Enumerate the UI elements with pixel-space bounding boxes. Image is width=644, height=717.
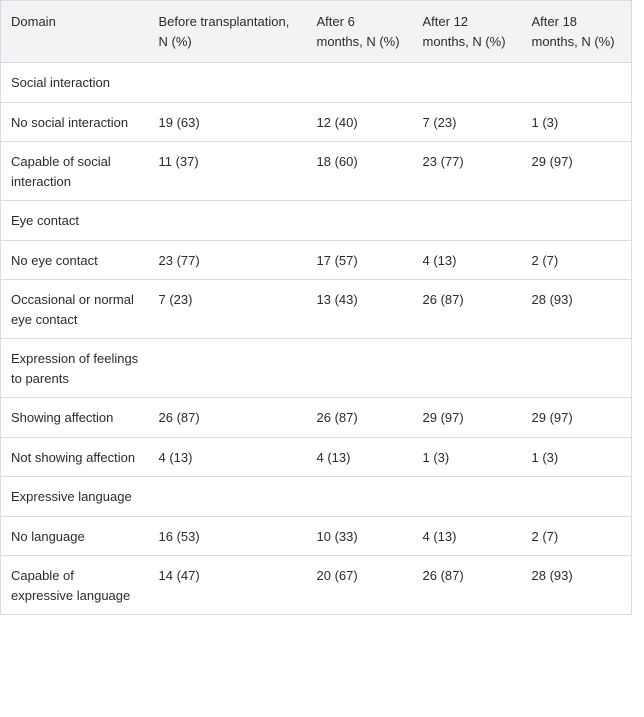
- table-body: Social interaction No social interaction…: [0, 62, 632, 615]
- header-domain: Domain: [0, 0, 149, 63]
- table-cell: Showing affection: [0, 397, 149, 438]
- table-cell: [306, 476, 413, 517]
- table-row: Showing affection 26 (87) 26 (87) 29 (97…: [0, 397, 632, 438]
- table-cell: [521, 476, 632, 517]
- table-row: Not showing affection 4 (13) 4 (13) 1 (3…: [0, 437, 632, 477]
- table-cell: Social interaction: [0, 62, 149, 103]
- header-before: Before transplantation, N (%): [148, 0, 307, 63]
- table-cell: 1 (3): [412, 437, 522, 477]
- table-cell: 23 (77): [412, 141, 522, 201]
- table-cell: No language: [0, 516, 149, 556]
- table-cell: 7 (23): [148, 279, 307, 339]
- table-cell: 29 (97): [412, 397, 522, 438]
- table-cell: [412, 62, 522, 103]
- section-row: Expression of feelings to parents: [0, 338, 632, 398]
- table-cell: [412, 476, 522, 517]
- table-cell: [306, 338, 413, 398]
- table-cell: 4 (13): [306, 437, 413, 477]
- table-row: No language 16 (53) 10 (33) 4 (13) 2 (7): [0, 516, 632, 556]
- header-6-months: After 6 months, N (%): [306, 0, 413, 63]
- section-row: Social interaction: [0, 62, 632, 103]
- table-cell: Capable of expressive language: [0, 555, 149, 615]
- table-cell: 4 (13): [148, 437, 307, 477]
- table-cell: Eye contact: [0, 200, 149, 241]
- outcomes-table: Domain Before transplantation, N (%) Aft…: [0, 0, 632, 615]
- table-cell: 29 (97): [521, 397, 632, 438]
- table-cell: 26 (87): [306, 397, 413, 438]
- table-cell: 26 (87): [412, 555, 522, 615]
- table-cell: 4 (13): [412, 240, 522, 280]
- table-cell: [148, 476, 307, 517]
- table-cell: 26 (87): [412, 279, 522, 339]
- table-cell: 7 (23): [412, 102, 522, 142]
- table-row: Occasional or normal eye contact 7 (23) …: [0, 279, 632, 339]
- header-18-months: After 18 months, N (%): [521, 0, 632, 63]
- table-cell: Expressive language: [0, 476, 149, 517]
- table-row: Capable of expressive language 14 (47) 2…: [0, 555, 632, 615]
- table-cell: [521, 338, 632, 398]
- table-cell: 1 (3): [521, 102, 632, 142]
- table-row: Capable of social interaction 11 (37) 18…: [0, 141, 632, 201]
- table-cell: [412, 338, 522, 398]
- table-cell: [148, 338, 307, 398]
- table-cell: Expression of feelings to parents: [0, 338, 149, 398]
- table-cell: 17 (57): [306, 240, 413, 280]
- table-cell: 20 (67): [306, 555, 413, 615]
- table-cell: 18 (60): [306, 141, 413, 201]
- table-cell: 26 (87): [148, 397, 307, 438]
- table-header: Domain Before transplantation, N (%) Aft…: [0, 0, 632, 63]
- table-cell: No social interaction: [0, 102, 149, 142]
- table-cell: 12 (40): [306, 102, 413, 142]
- table-cell: [148, 200, 307, 241]
- table-cell: 13 (43): [306, 279, 413, 339]
- table-cell: 4 (13): [412, 516, 522, 556]
- table-cell: [521, 200, 632, 241]
- table-cell: 19 (63): [148, 102, 307, 142]
- table-cell: 11 (37): [148, 141, 307, 201]
- table-cell: 29 (97): [521, 141, 632, 201]
- table-cell: 28 (93): [521, 555, 632, 615]
- table-cell: Capable of social interaction: [0, 141, 149, 201]
- table-cell: 23 (77): [148, 240, 307, 280]
- table-cell: Occasional or normal eye contact: [0, 279, 149, 339]
- header-row: Domain Before transplantation, N (%) Aft…: [0, 0, 632, 63]
- table-cell: [306, 62, 413, 103]
- table-cell: Not showing affection: [0, 437, 149, 477]
- table-cell: 2 (7): [521, 240, 632, 280]
- table-cell: 10 (33): [306, 516, 413, 556]
- table-cell: 2 (7): [521, 516, 632, 556]
- table-cell: 14 (47): [148, 555, 307, 615]
- table-cell: [521, 62, 632, 103]
- table-cell: [412, 200, 522, 241]
- table-cell: [148, 62, 307, 103]
- table-row: No eye contact 23 (77) 17 (57) 4 (13) 2 …: [0, 240, 632, 280]
- table-cell: [306, 200, 413, 241]
- table-cell: 16 (53): [148, 516, 307, 556]
- table-row: No social interaction 19 (63) 12 (40) 7 …: [0, 102, 632, 142]
- table-cell: No eye contact: [0, 240, 149, 280]
- section-row: Eye contact: [0, 200, 632, 241]
- table-cell: 1 (3): [521, 437, 632, 477]
- table-cell: 28 (93): [521, 279, 632, 339]
- section-row: Expressive language: [0, 476, 632, 517]
- header-12-months: After 12 months, N (%): [412, 0, 522, 63]
